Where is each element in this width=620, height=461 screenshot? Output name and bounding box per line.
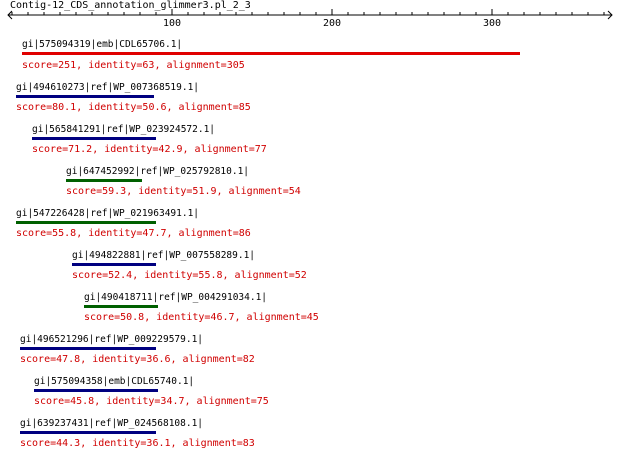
hit-alignment-bar[interactable] — [34, 389, 158, 392]
hit-stats: score=251, identity=63, alignment=305 — [22, 60, 245, 71]
hit-name-link[interactable]: gi|494610273|ref|WP_007368519.1| — [16, 82, 200, 93]
ruler-minor-ticks — [11, 9, 605, 15]
hit-alignment-bar[interactable] — [16, 95, 154, 98]
ruler-left-arrow-icon — [7, 10, 13, 20]
hit-alignment-bar[interactable] — [20, 347, 156, 350]
hit-name-link[interactable]: gi|639237431|ref|WP_024568108.1| — [20, 418, 204, 429]
hit-name-link[interactable]: gi|647452992|ref|WP_025792810.1| — [66, 166, 250, 177]
hit-name-link[interactable]: gi|547226428|ref|WP_021963491.1| — [16, 208, 200, 219]
hit-name-link[interactable]: gi|575094319|emb|CDL65706.1| — [22, 39, 183, 50]
hit-stats: score=80.1, identity=50.6, alignment=85 — [16, 102, 251, 113]
hit-name-link[interactable]: gi|494822881|ref|WP_007558289.1| — [72, 250, 256, 261]
hit-alignment-bar[interactable] — [32, 137, 156, 140]
hit-name-link[interactable]: gi|565841291|ref|WP_023924572.1| — [32, 124, 216, 135]
hit-stats: score=45.8, identity=34.7, alignment=75 — [34, 396, 269, 407]
hit-stats: score=44.3, identity=36.1, alignment=83 — [20, 438, 255, 449]
hit-name-link[interactable]: gi|496521296|ref|WP_009229579.1| — [20, 334, 204, 345]
hit-stats: score=55.8, identity=47.7, alignment=86 — [16, 228, 251, 239]
hit-stats: score=59.3, identity=51.9, alignment=54 — [66, 186, 301, 197]
ruler-right-arrow-icon — [607, 10, 613, 20]
hit-alignment-bar[interactable] — [16, 221, 156, 224]
hit-alignment-bar[interactable] — [22, 52, 520, 55]
hit-stats: score=52.4, identity=55.8, alignment=52 — [72, 270, 307, 281]
sequence-ruler — [7, 9, 613, 20]
hit-alignment-bar[interactable] — [84, 305, 158, 308]
hit-stats: score=71.2, identity=42.9, alignment=77 — [32, 144, 267, 155]
ruler-tick-300: 300 — [482, 18, 502, 29]
hit-alignment-bar[interactable] — [66, 179, 142, 182]
ruler-title: Contig-12_CDS_annotation_glimmer3.pl_2_3 — [10, 0, 251, 11]
hit-alignment-bar[interactable] — [20, 431, 156, 434]
hit-name-link[interactable]: gi|490418711|ref|WP_004291034.1| — [84, 292, 268, 303]
hit-alignment-bar[interactable] — [72, 263, 156, 266]
hit-stats: score=47.8, identity=36.6, alignment=82 — [20, 354, 255, 365]
ruler-tick-100: 100 — [162, 18, 182, 29]
ruler-tick-200: 200 — [322, 18, 342, 29]
hit-stats: score=50.8, identity=46.7, alignment=45 — [84, 312, 319, 323]
hit-name-link[interactable]: gi|575094358|emb|CDL65740.1| — [34, 376, 195, 387]
